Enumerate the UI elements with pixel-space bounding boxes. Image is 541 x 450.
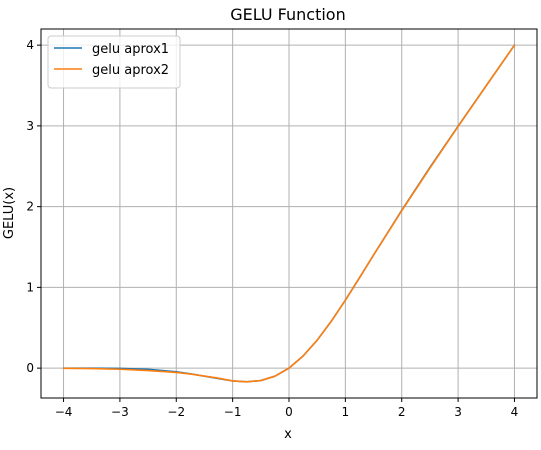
- legend: gelu aprox1 gelu aprox2: [47, 35, 181, 89]
- x-tick-label: 2: [398, 405, 406, 419]
- legend-label: gelu aprox1: [92, 42, 169, 57]
- legend-label: gelu aprox2: [92, 63, 169, 78]
- x-tick-label: −3: [111, 405, 129, 419]
- y-tick-label: 4: [26, 38, 34, 52]
- series-lines: [62, 44, 516, 383]
- x-tick-label: 0: [285, 405, 293, 419]
- x-tick-label: 4: [511, 405, 519, 419]
- x-axis-label: x: [284, 427, 292, 442]
- axis-ticks: −4 −3 −2 −1 0 1 2 3 4 0 1 2 3 4: [26, 38, 518, 419]
- x-tick-label: −2: [167, 405, 185, 419]
- x-tick-label: −4: [55, 405, 73, 419]
- y-tick-label: 0: [26, 361, 34, 375]
- series-line-2: [62, 44, 516, 383]
- legend-box: [47, 35, 181, 89]
- y-axis-label: GELU(x): [2, 187, 17, 239]
- x-tick-label: 1: [342, 405, 350, 419]
- y-tick-label: 3: [26, 119, 34, 133]
- x-tick-label: −1: [224, 405, 242, 419]
- x-tick-label: 3: [454, 405, 462, 419]
- y-tick-label: 2: [26, 200, 34, 214]
- y-tick-label: 1: [26, 280, 34, 294]
- chart-title: GELU Function: [230, 5, 345, 24]
